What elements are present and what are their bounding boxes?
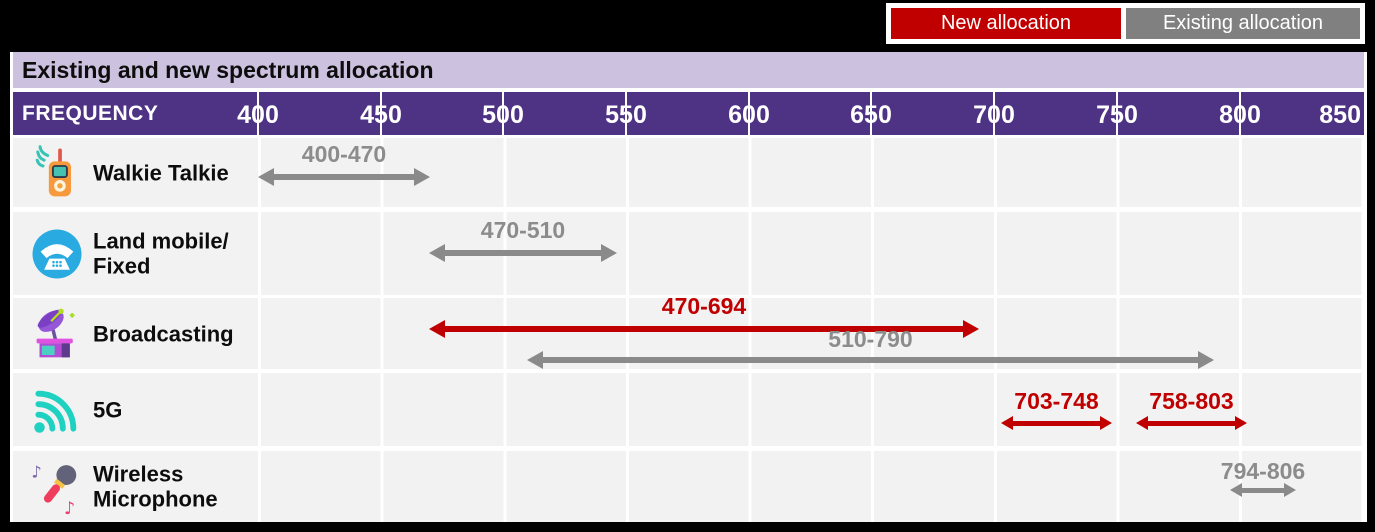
microphone-icon: ♪ ♪ <box>31 462 77 515</box>
tick-line-700 <box>993 92 995 135</box>
svg-text:♪: ♪ <box>64 498 75 514</box>
axis-tick-600: 600 <box>728 101 770 129</box>
existing-allocation-arrow <box>429 244 617 262</box>
allocation-walkie-talkie-400-470: 400-470 <box>258 143 430 186</box>
allocation-broadcasting-470-694: 470-694 <box>429 295 979 338</box>
allocation-5g-703-748: 703-748 <box>1001 390 1112 430</box>
tick-line-800 <box>1239 92 1241 135</box>
axis-tick-450: 450 <box>360 101 402 129</box>
allocation-wireless-mic-794-806: 794-806 <box>1221 460 1305 497</box>
row-label-5g: 5G <box>93 396 123 422</box>
allocation-broadcasting-510-790: 510-790 <box>527 328 1214 369</box>
telephone-icon <box>32 229 82 278</box>
allocation-land-mobile-470-510: 470-510 <box>429 219 617 262</box>
row-land-mobile-fixed: Land mobile/ Fixed <box>13 212 1364 295</box>
tick-line-600 <box>748 92 750 135</box>
chart-title: Existing and new spectrum allocation <box>13 52 1364 90</box>
row-wireless-microphone: ♪ ♪ Wireless Microphone <box>13 451 1364 522</box>
allocation-range-label: 510-790 <box>828 326 913 352</box>
row-walkie-talkie: Walkie Talkie <box>13 138 1364 207</box>
axis-tick-550: 550 <box>605 101 647 129</box>
row-5g: 5G <box>13 373 1364 446</box>
tick-line-400 <box>257 92 259 135</box>
legend-new-allocation: New allocation <box>891 8 1121 39</box>
gridlines <box>258 212 1364 295</box>
frequency-axis-header: FREQUENCY 400 450 500 550 600 650 700 75… <box>13 92 1364 135</box>
legend-existing-allocation: Existing allocation <box>1126 8 1360 39</box>
gridlines <box>258 373 1364 446</box>
row-label-walkie-talkie: Walkie Talkie <box>93 159 229 185</box>
axis-tick-500: 500 <box>482 101 524 129</box>
existing-allocation-arrow <box>1230 483 1296 497</box>
axis-tick-400: 400 <box>237 101 279 129</box>
row-label-wireless-microphone: Wireless Microphone <box>93 461 218 512</box>
tick-line-650 <box>870 92 872 135</box>
allocation-range-label: 400-470 <box>301 141 387 167</box>
row-label-land-mobile-fixed: Land mobile/ Fixed <box>93 228 229 279</box>
new-allocation-arrow <box>1136 416 1247 430</box>
allocation-range-label: 794-806 <box>1220 458 1306 484</box>
legend: New allocation Existing allocation <box>886 3 1365 44</box>
axis-tick-800: 800 <box>1219 101 1261 129</box>
allocation-range-label: 470-510 <box>480 217 566 243</box>
axis-tick-850: 850 <box>1319 101 1361 129</box>
allocation-range-label: 703-748 <box>1014 388 1099 414</box>
axis-title: FREQUENCY <box>22 102 159 125</box>
signal-5g-icon <box>34 390 77 433</box>
existing-allocation-arrow <box>258 168 430 186</box>
spectrum-allocation-chart: Existing and new spectrum allocation FRE… <box>10 52 1367 522</box>
gridlines <box>258 451 1364 522</box>
tick-line-550 <box>625 92 627 135</box>
satellite-dish-icon <box>36 308 75 357</box>
axis-tick-650: 650 <box>850 101 892 129</box>
row-label-broadcasting: Broadcasting <box>93 320 234 346</box>
walkie-talkie-icon <box>35 144 71 196</box>
svg-text:♪: ♪ <box>31 462 41 481</box>
gridlines <box>258 138 1364 207</box>
chart-rows: Walkie Talkie Land mobile/ Fixed <box>13 135 1364 522</box>
tick-line-500 <box>502 92 504 135</box>
tick-line-450 <box>380 92 382 135</box>
allocation-range-label: 470-694 <box>661 293 747 319</box>
allocation-5g-758-803: 758-803 <box>1136 390 1247 430</box>
existing-allocation-arrow <box>527 351 1214 369</box>
tick-line-750 <box>1116 92 1118 135</box>
axis-tick-700: 700 <box>973 101 1015 129</box>
new-allocation-arrow <box>1001 416 1112 430</box>
allocation-range-label: 758-803 <box>1149 388 1234 414</box>
axis-tick-750: 750 <box>1096 101 1138 129</box>
new-allocation-arrow <box>429 320 979 338</box>
